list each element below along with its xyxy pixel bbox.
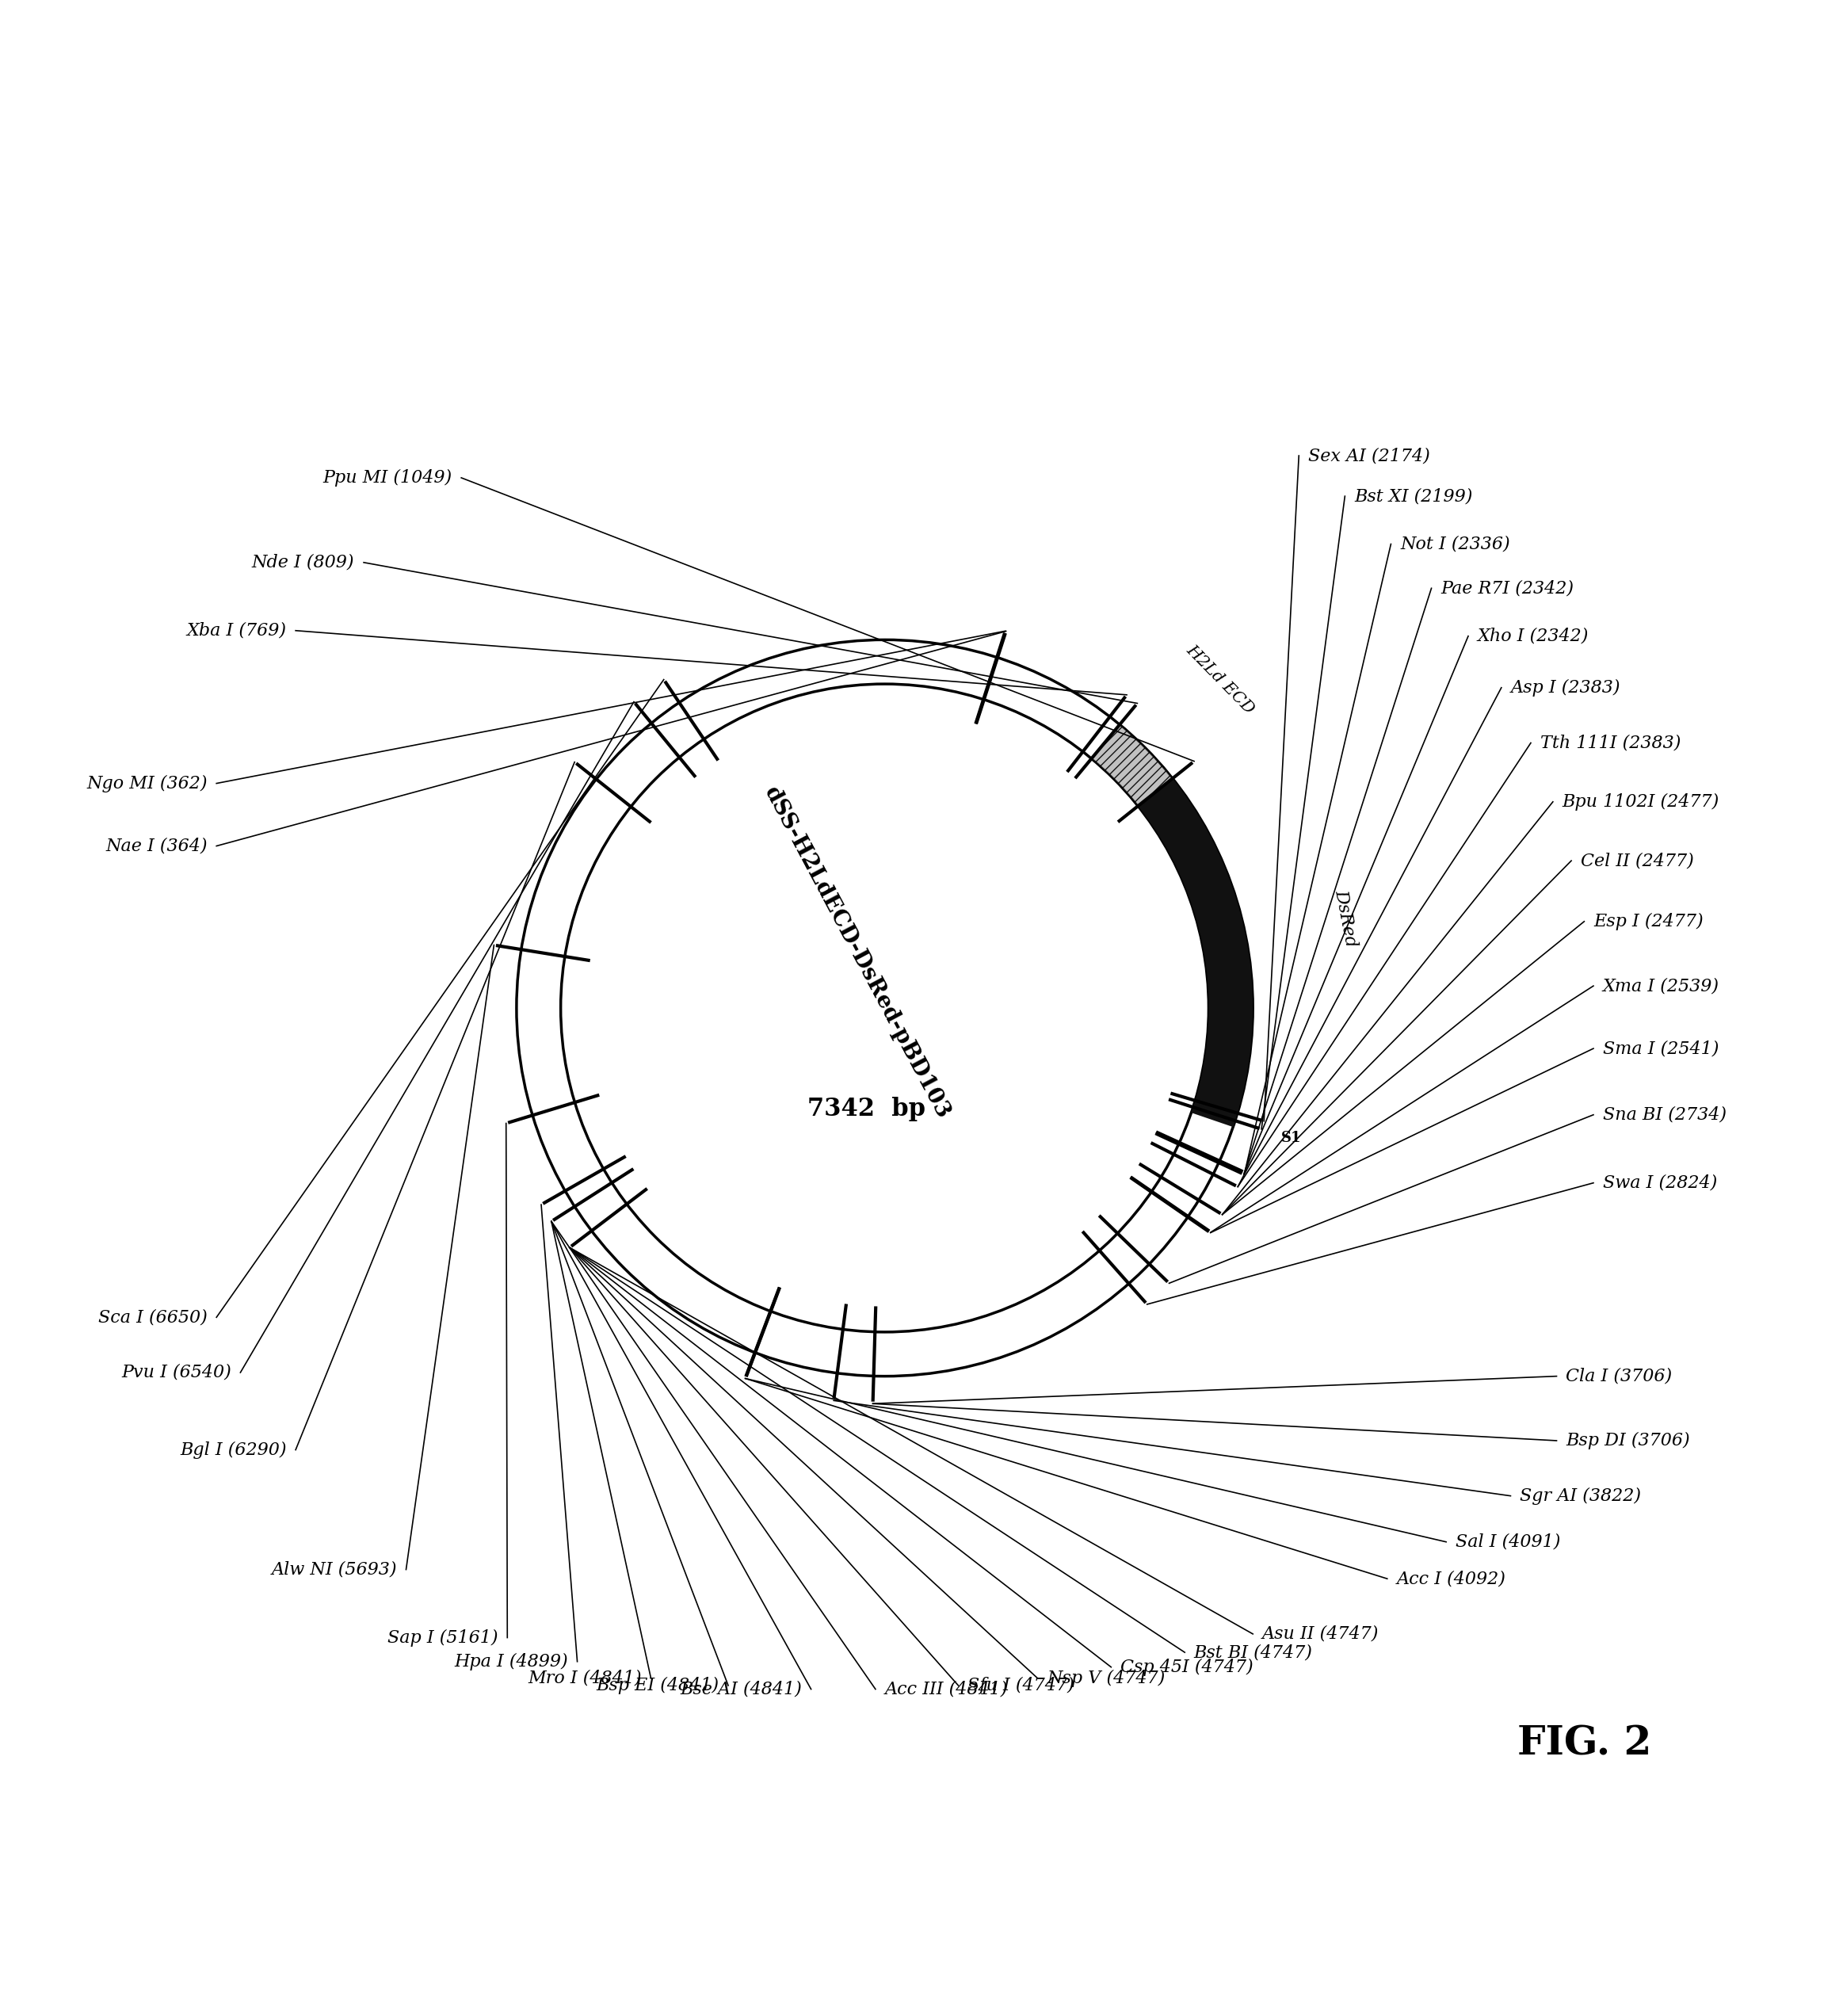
- Text: dSS-H2LdECD-DsRed-pBD103: dSS-H2LdECD-DsRed-pBD103: [759, 782, 955, 1123]
- Text: Cel II (2477): Cel II (2477): [1581, 853, 1694, 869]
- Wedge shape: [1191, 1101, 1237, 1127]
- Text: Bgl I (6290): Bgl I (6290): [181, 1441, 286, 1460]
- Text: Asu II (4747): Asu II (4747): [1262, 1625, 1379, 1643]
- Text: Swa I (2824): Swa I (2824): [1603, 1173, 1718, 1191]
- Text: FIG. 2: FIG. 2: [1517, 1726, 1651, 1764]
- Text: Csp 45I (4747): Csp 45I (4747): [1121, 1659, 1253, 1675]
- Text: Bpu 1102I (2477): Bpu 1102I (2477): [1563, 792, 1720, 810]
- Text: Acc I (4092): Acc I (4092): [1397, 1570, 1506, 1587]
- Wedge shape: [1091, 724, 1172, 806]
- Text: Hpa I (4899): Hpa I (4899): [453, 1653, 568, 1671]
- Text: Sal I (4091): Sal I (4091): [1456, 1534, 1561, 1550]
- Text: Asp I (2383): Asp I (2383): [1511, 679, 1620, 696]
- Text: Tth 111I (2383): Tth 111I (2383): [1541, 734, 1681, 752]
- Text: H2Ld ECD: H2Ld ECD: [1183, 641, 1257, 716]
- Text: Bse AI (4841): Bse AI (4841): [680, 1681, 802, 1697]
- Text: Nsp V (4747): Nsp V (4747): [1047, 1669, 1165, 1687]
- Text: Bsp DI (3706): Bsp DI (3706): [1567, 1431, 1690, 1450]
- Text: Sca I (6650): Sca I (6650): [98, 1308, 206, 1327]
- Text: Nde I (809): Nde I (809): [252, 554, 354, 571]
- Text: 7342  bp: 7342 bp: [807, 1097, 925, 1121]
- Text: Not I (2336): Not I (2336): [1401, 536, 1509, 552]
- Text: Ppu MI (1049): Ppu MI (1049): [323, 470, 452, 486]
- Text: DsRed: DsRed: [1331, 889, 1360, 950]
- Text: Sfu I (4747): Sfu I (4747): [968, 1677, 1074, 1693]
- Text: Mro I (4841): Mro I (4841): [527, 1669, 641, 1687]
- Text: Bst XI (2199): Bst XI (2199): [1355, 488, 1473, 504]
- Text: Nae I (364): Nae I (364): [105, 837, 206, 855]
- Text: Cla I (3706): Cla I (3706): [1567, 1367, 1672, 1385]
- Wedge shape: [1137, 778, 1253, 1113]
- Text: Xma I (2539): Xma I (2539): [1603, 978, 1720, 994]
- Text: Sma I (2541): Sma I (2541): [1603, 1040, 1718, 1056]
- Text: Xba I (769): Xba I (769): [186, 621, 286, 639]
- Text: Xho I (2342): Xho I (2342): [1478, 627, 1589, 645]
- Text: Bst BI (4747): Bst BI (4747): [1194, 1643, 1312, 1661]
- Text: Pae R7I (2342): Pae R7I (2342): [1441, 579, 1574, 597]
- Text: Pvu I (6540): Pvu I (6540): [122, 1363, 230, 1381]
- Text: S1: S1: [1281, 1131, 1301, 1145]
- Text: Alw NI (5693): Alw NI (5693): [271, 1560, 396, 1579]
- Text: Sgr AI (3822): Sgr AI (3822): [1520, 1488, 1640, 1504]
- Text: Ngo MI (362): Ngo MI (362): [87, 774, 206, 792]
- Text: Acc III (4841): Acc III (4841): [885, 1681, 1008, 1697]
- Text: Bsp EI (4841): Bsp EI (4841): [595, 1677, 719, 1693]
- Text: Esp I (2477): Esp I (2477): [1594, 913, 1703, 929]
- Text: Sna BI (2734): Sna BI (2734): [1603, 1107, 1727, 1123]
- Text: Sap I (5161): Sap I (5161): [387, 1629, 498, 1647]
- Text: Sex AI (2174): Sex AI (2174): [1309, 448, 1430, 464]
